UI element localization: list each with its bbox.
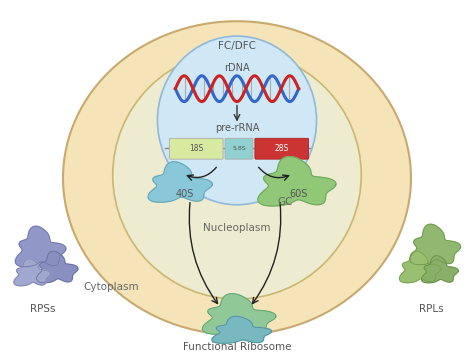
Polygon shape bbox=[14, 259, 51, 286]
Ellipse shape bbox=[157, 36, 317, 205]
Polygon shape bbox=[15, 226, 66, 267]
Polygon shape bbox=[36, 251, 78, 283]
Polygon shape bbox=[258, 157, 336, 206]
Polygon shape bbox=[410, 224, 461, 265]
FancyBboxPatch shape bbox=[169, 138, 223, 159]
Text: 60S: 60S bbox=[290, 189, 308, 199]
Text: RPLs: RPLs bbox=[419, 304, 443, 314]
Polygon shape bbox=[202, 294, 276, 334]
FancyBboxPatch shape bbox=[255, 138, 309, 159]
Text: GC: GC bbox=[277, 197, 292, 207]
Text: 5.8S: 5.8S bbox=[232, 146, 246, 151]
Text: 28S: 28S bbox=[274, 144, 289, 153]
FancyBboxPatch shape bbox=[225, 138, 253, 159]
Ellipse shape bbox=[63, 21, 411, 335]
Text: pre-rRNA: pre-rRNA bbox=[215, 124, 259, 133]
Text: Functional Ribosome: Functional Ribosome bbox=[183, 342, 291, 352]
Text: 40S: 40S bbox=[175, 189, 193, 199]
Text: 18S: 18S bbox=[189, 144, 203, 153]
Text: Nucleoplasm: Nucleoplasm bbox=[203, 223, 271, 233]
Polygon shape bbox=[400, 251, 441, 283]
Text: FC/DFC: FC/DFC bbox=[218, 41, 256, 51]
Text: RPSs: RPSs bbox=[30, 304, 56, 314]
Polygon shape bbox=[148, 162, 212, 202]
Text: Cytoplasm: Cytoplasm bbox=[83, 282, 138, 292]
Ellipse shape bbox=[113, 51, 361, 299]
Polygon shape bbox=[421, 256, 458, 283]
Polygon shape bbox=[212, 316, 272, 343]
Text: rDNA: rDNA bbox=[224, 63, 250, 73]
